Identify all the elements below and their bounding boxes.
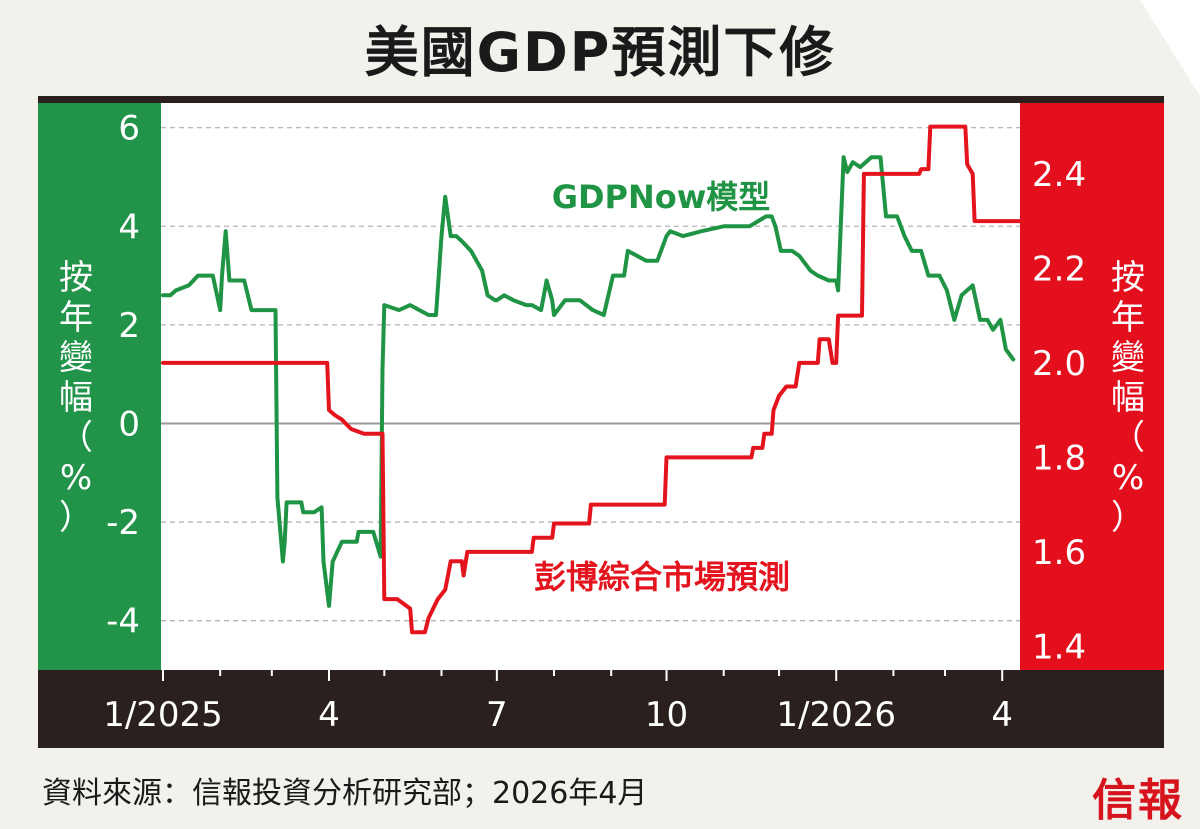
y-right-tick-label: 1.6 xyxy=(1032,533,1086,573)
publisher-logo: 信報 xyxy=(1092,775,1184,826)
y-left-tick-label: 4 xyxy=(118,207,140,247)
x-tick-label: 7 xyxy=(486,695,508,735)
right-axis-panel xyxy=(1020,103,1164,670)
y-axis-left-label: 按年變幅（%） xyxy=(56,258,96,538)
x-tick-label: 4 xyxy=(991,695,1013,735)
y-right-tick-label: 1.4 xyxy=(1032,627,1086,667)
x-tick-label: 10 xyxy=(645,695,688,735)
corner-fold xyxy=(1140,0,1200,96)
y-right-tick-label: 2.4 xyxy=(1032,155,1086,195)
y-left-tick-label: 0 xyxy=(118,404,140,444)
left-axis-panel xyxy=(38,103,161,670)
axis-label-char: % xyxy=(1111,458,1145,498)
y-right-tick-label: 1.8 xyxy=(1032,438,1086,478)
y-left-tick-label: -2 xyxy=(106,503,140,543)
axis-label-char: （ xyxy=(59,418,93,458)
gdpnow-line xyxy=(161,155,1016,608)
axis-label-char: 變 xyxy=(59,338,93,378)
axis-label-char: 按 xyxy=(59,258,93,298)
axis-label-char: 年 xyxy=(59,298,93,338)
y-left-tick-label: -4 xyxy=(106,602,140,642)
y-left-tick-label: 6 xyxy=(118,109,140,149)
x-tick-label: 4 xyxy=(318,695,340,735)
gdpnow-series-label: GDPNow模型 xyxy=(552,178,771,216)
chart-title: 美國GDP預測下修 xyxy=(364,21,836,84)
bloomberg-series-label: 彭博綜合市場預測 xyxy=(534,558,790,596)
y-right-tick-label: 2.2 xyxy=(1032,249,1086,289)
axis-label-char: % xyxy=(59,458,93,498)
x-tick-label: 1/2025 xyxy=(103,695,223,735)
y-axis-right-label: 按年變幅（%） xyxy=(1108,258,1148,538)
axis-label-char: ） xyxy=(1111,498,1145,538)
axis-label-char: 按 xyxy=(1111,258,1145,298)
axis-label-char: ） xyxy=(59,498,93,538)
axis-label-char: 幅 xyxy=(1111,378,1145,418)
source-note: 資料來源：信報投資分析研究部；2026年4月 xyxy=(42,776,648,811)
y-right-tick-label: 2.0 xyxy=(1032,344,1086,384)
y-left-tick-label: 2 xyxy=(118,306,140,346)
axis-label-char: 年 xyxy=(1111,298,1145,338)
axis-label-char: 幅 xyxy=(59,378,93,418)
axis-label-char: （ xyxy=(1111,418,1145,458)
axis-label-char: 變 xyxy=(1111,338,1145,378)
x-tick-label: 1/2026 xyxy=(776,695,896,735)
plot-area xyxy=(161,103,1020,670)
bloomberg-line xyxy=(161,124,1025,635)
